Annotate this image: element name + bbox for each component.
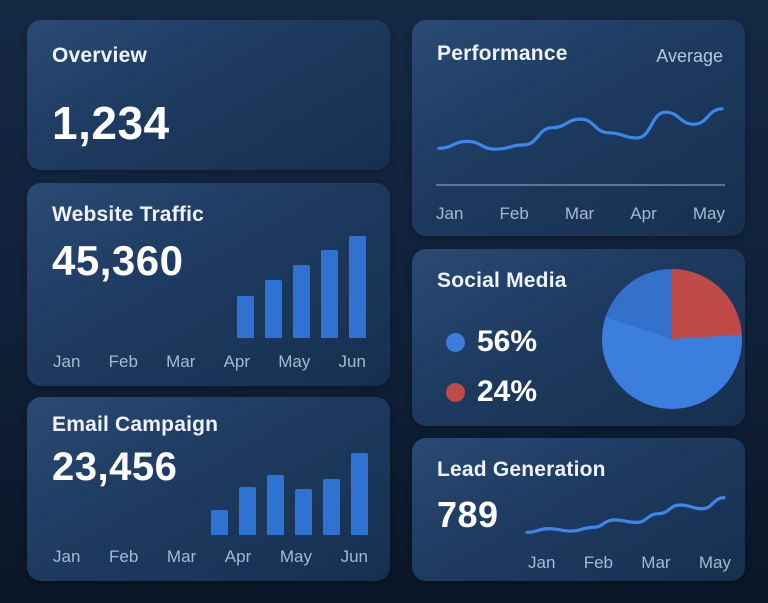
month-label: Mar — [166, 352, 196, 371]
performance-card-title: Performance — [437, 42, 568, 65]
overview-card: Overview 1,234 — [27, 20, 390, 170]
social-media-pie-chart — [602, 269, 742, 409]
performance-card: Performance Average Jan Feb Mar Apr May — [412, 20, 745, 236]
month-label: May — [279, 547, 312, 566]
blue-dot-icon — [446, 332, 465, 352]
email-campaign-card: Email Campaign 23,456 Jan Feb Mar Apr May Jun — [27, 397, 390, 581]
email-campaign-bar-chart — [211, 453, 368, 535]
month-label: Apr — [630, 204, 657, 223]
month-label: Mar — [564, 204, 595, 223]
legend-item-red: 24% — [446, 375, 537, 409]
red-dot-icon — [446, 382, 465, 402]
performance-x-axis-labels: Jan Feb Mar Apr May — [436, 204, 725, 224]
social-media-card-title: Social Media — [437, 269, 567, 292]
bar — [349, 236, 366, 338]
performance-average-label: Average — [656, 46, 723, 66]
bar — [293, 264, 310, 338]
month-label: Feb — [583, 553, 613, 572]
email-campaign-x-axis-labels: Jan Feb Mar Apr May Jun — [53, 547, 368, 567]
month-label: Feb — [109, 547, 139, 566]
website-traffic-card: Website Traffic 45,360 Jan Feb Mar Apr May Ju… — [27, 183, 390, 386]
lead-generation-card-title: Lead Generation — [437, 458, 606, 481]
month-label: May — [692, 204, 725, 223]
bar — [295, 489, 312, 535]
bar — [321, 250, 338, 338]
website-traffic-kpi-value: 45,360 — [52, 237, 184, 284]
performance-line-chart — [436, 92, 725, 186]
month-label: Jun — [340, 547, 368, 566]
month-label: Mar — [166, 547, 197, 566]
legend-label-red: 24% — [477, 375, 538, 408]
legend-item-blue: 56% — [446, 325, 537, 359]
bar — [265, 279, 282, 338]
bar — [211, 509, 228, 535]
bar — [237, 296, 254, 338]
lead-generation-kpi-value: 789 — [437, 494, 499, 535]
legend-label-blue: 56% — [477, 325, 538, 358]
lead-generation-line-chart — [524, 476, 727, 544]
bar — [323, 479, 340, 535]
month-label: Jun — [338, 352, 366, 371]
bar — [267, 475, 284, 535]
website-traffic-card-title: Website Traffic — [52, 203, 204, 226]
social-media-legend: 56% 24% — [446, 325, 537, 409]
overview-kpi-value: 1,234 — [52, 97, 170, 149]
month-label: Jan — [436, 204, 464, 223]
month-label: Jan — [528, 553, 556, 572]
month-label: Feb — [499, 204, 529, 223]
month-label: Apr — [224, 547, 252, 566]
email-campaign-kpi-value: 23,456 — [52, 445, 178, 489]
month-label: Jan — [53, 352, 81, 371]
month-label: Feb — [108, 352, 138, 371]
lead-generation-x-axis-labels: Jan Feb Mar May — [528, 553, 731, 573]
month-label: Mar — [641, 553, 671, 572]
bar — [239, 487, 256, 535]
lead-generation-card: Lead Generation 789 Jan Feb Mar May — [412, 438, 745, 581]
social-media-card: Social Media 56% 24% — [412, 249, 745, 426]
website-traffic-x-axis-labels: Jan Feb Mar Apr May Jun — [53, 352, 366, 372]
month-label: Jan — [53, 547, 81, 566]
bar — [351, 453, 368, 535]
email-campaign-card-title: Email Campaign — [52, 413, 219, 436]
month-label: Apr — [223, 352, 251, 371]
overview-card-title: Overview — [52, 44, 147, 67]
month-label: May — [698, 553, 731, 572]
month-label: May — [278, 352, 311, 371]
website-traffic-bar-chart — [237, 236, 366, 338]
